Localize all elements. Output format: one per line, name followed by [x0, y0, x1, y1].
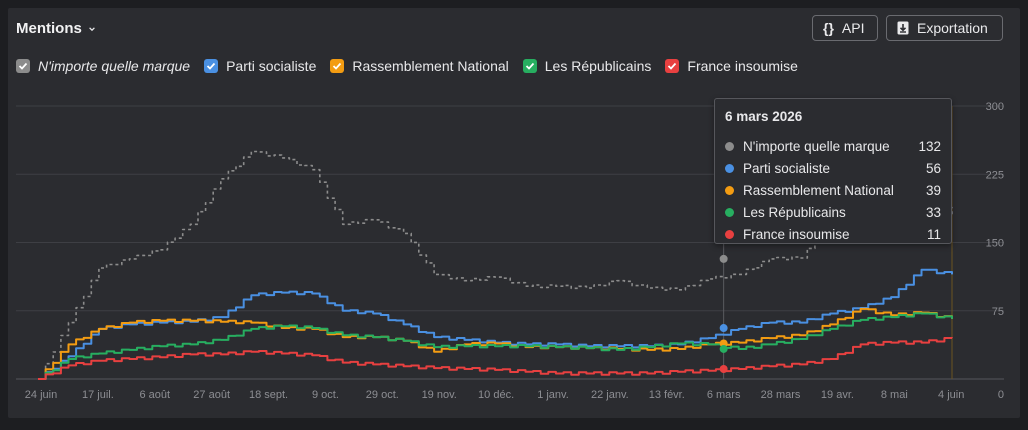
- hover-point: [719, 254, 728, 263]
- checkbox-checked-icon[interactable]: [522, 59, 537, 73]
- hover-point: [719, 364, 728, 373]
- series-dot-icon: [725, 229, 734, 239]
- x-tick-label: 28 mars: [761, 389, 801, 401]
- legend-item-france-insoumise[interactable]: France insoumise: [665, 58, 798, 74]
- y-tick-label: 150: [986, 238, 1004, 250]
- legend-item-rassemblement-national[interactable]: Rassemblement National: [330, 58, 509, 74]
- x-tick-label: 22 janv.: [591, 389, 629, 401]
- x-tick-label: 8 mai: [881, 389, 908, 401]
- x-tick-label: 6 mars: [707, 389, 741, 401]
- series-dot-icon: [725, 207, 734, 217]
- download-icon: [897, 21, 909, 35]
- x-tick-label: 27 août: [193, 389, 230, 401]
- chevron-down-icon: [88, 26, 95, 31]
- y-tick-label: 75: [992, 306, 1004, 318]
- tooltip-row: Rassemblement National 39: [725, 181, 941, 199]
- x-tick-label: 29 oct.: [366, 389, 399, 401]
- x-tick-label: 18 sept.: [249, 389, 288, 401]
- checkbox-checked-icon[interactable]: [204, 59, 219, 73]
- tooltip-row: N'importe quelle marque 132: [725, 137, 941, 155]
- mentions-title: Mentions: [16, 20, 82, 37]
- tooltip-row: Parti socialiste 56: [725, 159, 941, 177]
- hover-point: [719, 324, 728, 333]
- legend-item-les-republicains[interactable]: Les Républicains: [522, 58, 652, 74]
- y-tick-label: 225: [986, 169, 1004, 181]
- x-tick-label: 19 avr.: [821, 389, 854, 401]
- checkbox-checked-icon[interactable]: [665, 59, 680, 73]
- x-tick-label: 13 févr.: [649, 389, 685, 401]
- x-tick-label: 19 nov.: [422, 389, 457, 401]
- legend-label: Rassemblement National: [352, 58, 509, 74]
- series-dot-icon: [725, 185, 734, 195]
- series-dot-icon: [725, 141, 734, 151]
- x-tick-label: 9 oct.: [312, 389, 339, 401]
- series-line[interactable]: [38, 150, 953, 380]
- x-tick-label: 17 juil.: [82, 389, 114, 401]
- legend-item-any-brand[interactable]: N'importe quelle marque: [16, 58, 190, 74]
- y-tick-label: 0: [998, 389, 1004, 401]
- x-tick-label: 4 juin: [938, 389, 964, 401]
- legend-item-parti-socialiste[interactable]: Parti socialiste: [204, 58, 316, 74]
- series-dot-icon: [725, 163, 734, 173]
- mentions-dropdown[interactable]: Mentions: [16, 20, 96, 37]
- x-tick-label: 6 août: [139, 389, 170, 401]
- chart-tooltip: 6 mars 2026 N'importe quelle marque 132 …: [714, 98, 952, 244]
- x-tick-label: 24 juin: [25, 389, 57, 401]
- tooltip-date: 6 mars 2026: [725, 109, 803, 124]
- series-line[interactable]: [38, 337, 953, 380]
- tooltip-row: France insoumise 11: [725, 225, 941, 243]
- legend-label: France insoumise: [687, 58, 798, 74]
- series-line[interactable]: [38, 307, 953, 380]
- tooltip-row: Les Républicains 33: [725, 203, 941, 221]
- export-button[interactable]: Exportation: [886, 15, 1003, 41]
- export-label: Exportation: [917, 20, 988, 36]
- checkbox-checked-icon[interactable]: [330, 59, 345, 73]
- x-tick-label: 10 déc.: [478, 389, 514, 401]
- legend-label: Parti socialiste: [226, 58, 317, 74]
- checkbox-checked-icon[interactable]: [16, 59, 30, 73]
- legend-label: Les Républicains: [544, 58, 652, 74]
- legend: N'importe quelle marque Parti socialiste…: [16, 58, 798, 74]
- y-tick-label: 300: [986, 101, 1004, 113]
- series-line[interactable]: [38, 312, 953, 380]
- api-button[interactable]: {} API: [812, 15, 878, 41]
- api-label: API: [841, 20, 865, 36]
- hover-point: [719, 344, 728, 353]
- code-braces-icon: {}: [823, 20, 834, 36]
- x-tick-label: 1 janv.: [537, 389, 569, 401]
- legend-label: N'importe quelle marque: [38, 58, 191, 74]
